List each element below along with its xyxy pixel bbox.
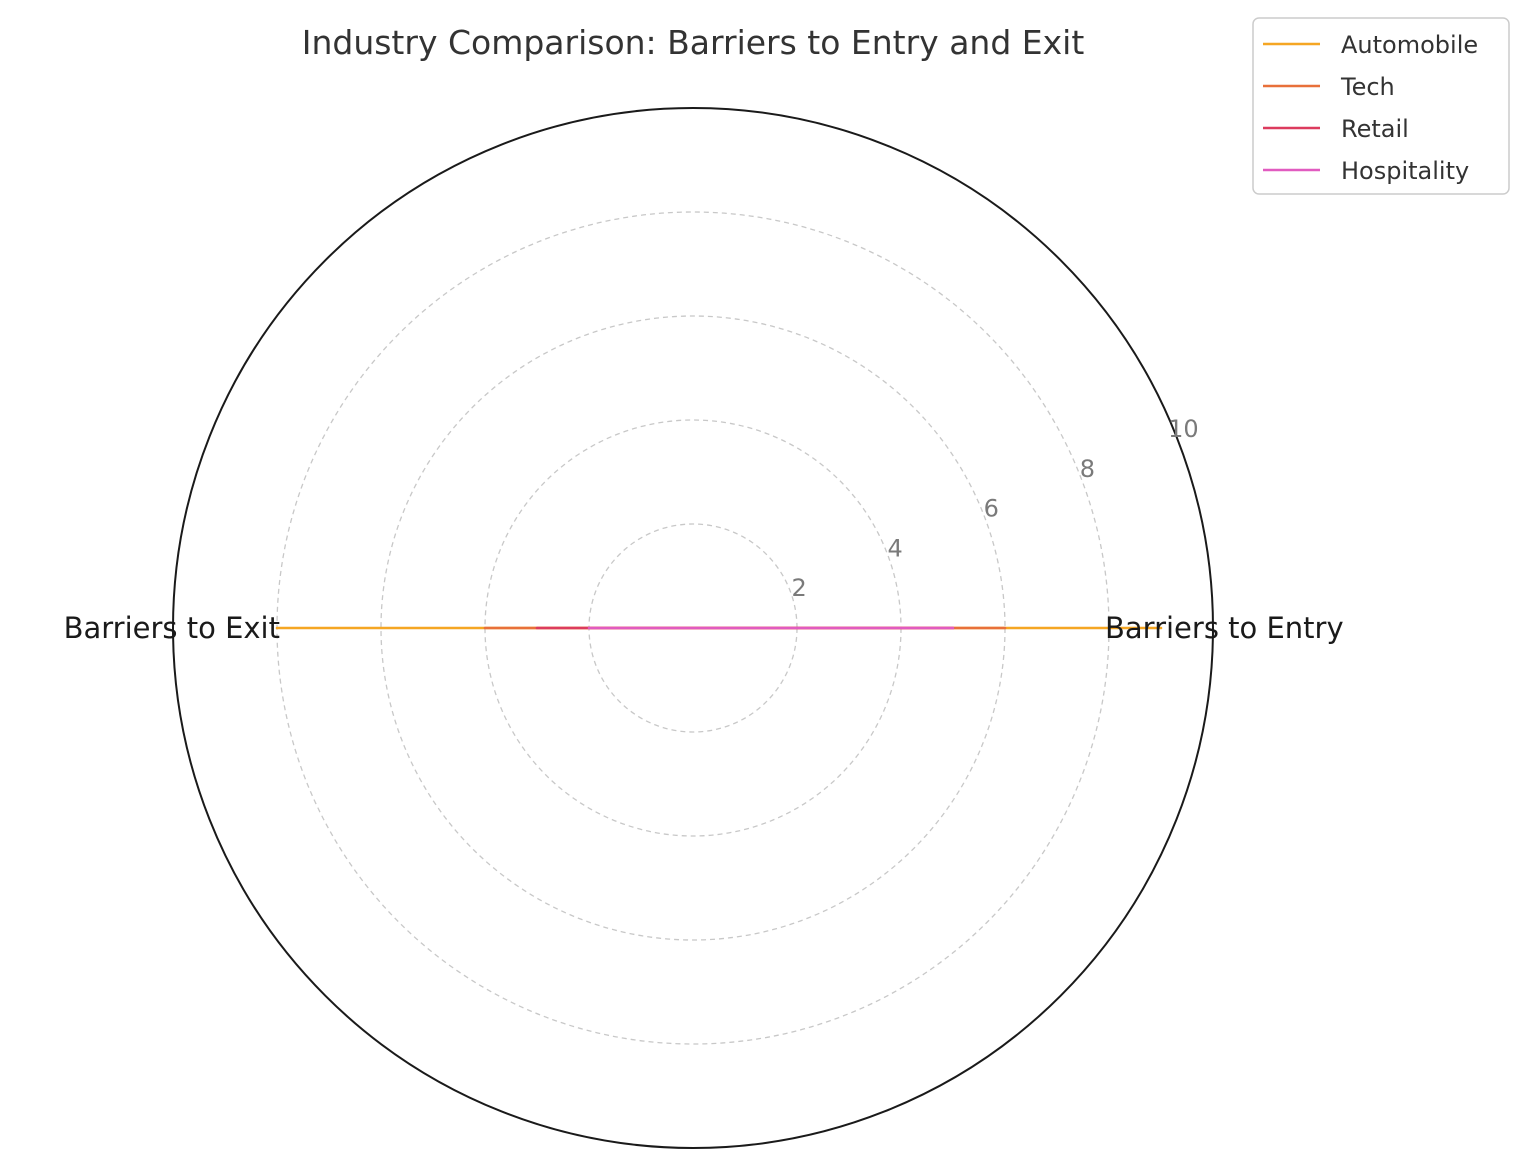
rtick-label-6: 6 — [984, 495, 999, 523]
legend-label-tech: Tech — [1340, 73, 1395, 101]
legend-frame — [1252, 17, 1510, 195]
rtick-label-8: 8 — [1080, 455, 1095, 483]
axis-label-barriers-to-entry: Barriers to Entry — [1105, 611, 1344, 645]
axis-label-barriers-to-exit: Barriers to Exit — [64, 611, 280, 645]
polar-frame — [172, 107, 1214, 1149]
axis-labels: Barriers to Entry Barriers to Exit — [64, 611, 1344, 645]
rtick-label-2: 2 — [791, 574, 806, 602]
legend-label-hospitality: Hospitality — [1341, 157, 1469, 185]
legend-label-retail: Retail — [1341, 115, 1409, 143]
chart-title: Industry Comparison: Barriers to Entry a… — [302, 23, 1085, 62]
legend-label-automobile: Automobile — [1341, 31, 1478, 59]
radial-tick-labels: 2 4 6 8 10 — [791, 415, 1198, 602]
rtick-label-10: 10 — [1168, 415, 1199, 443]
rtick-label-4: 4 — [888, 534, 903, 562]
legend: Automobile Tech Retail Hospitality — [1252, 17, 1510, 195]
